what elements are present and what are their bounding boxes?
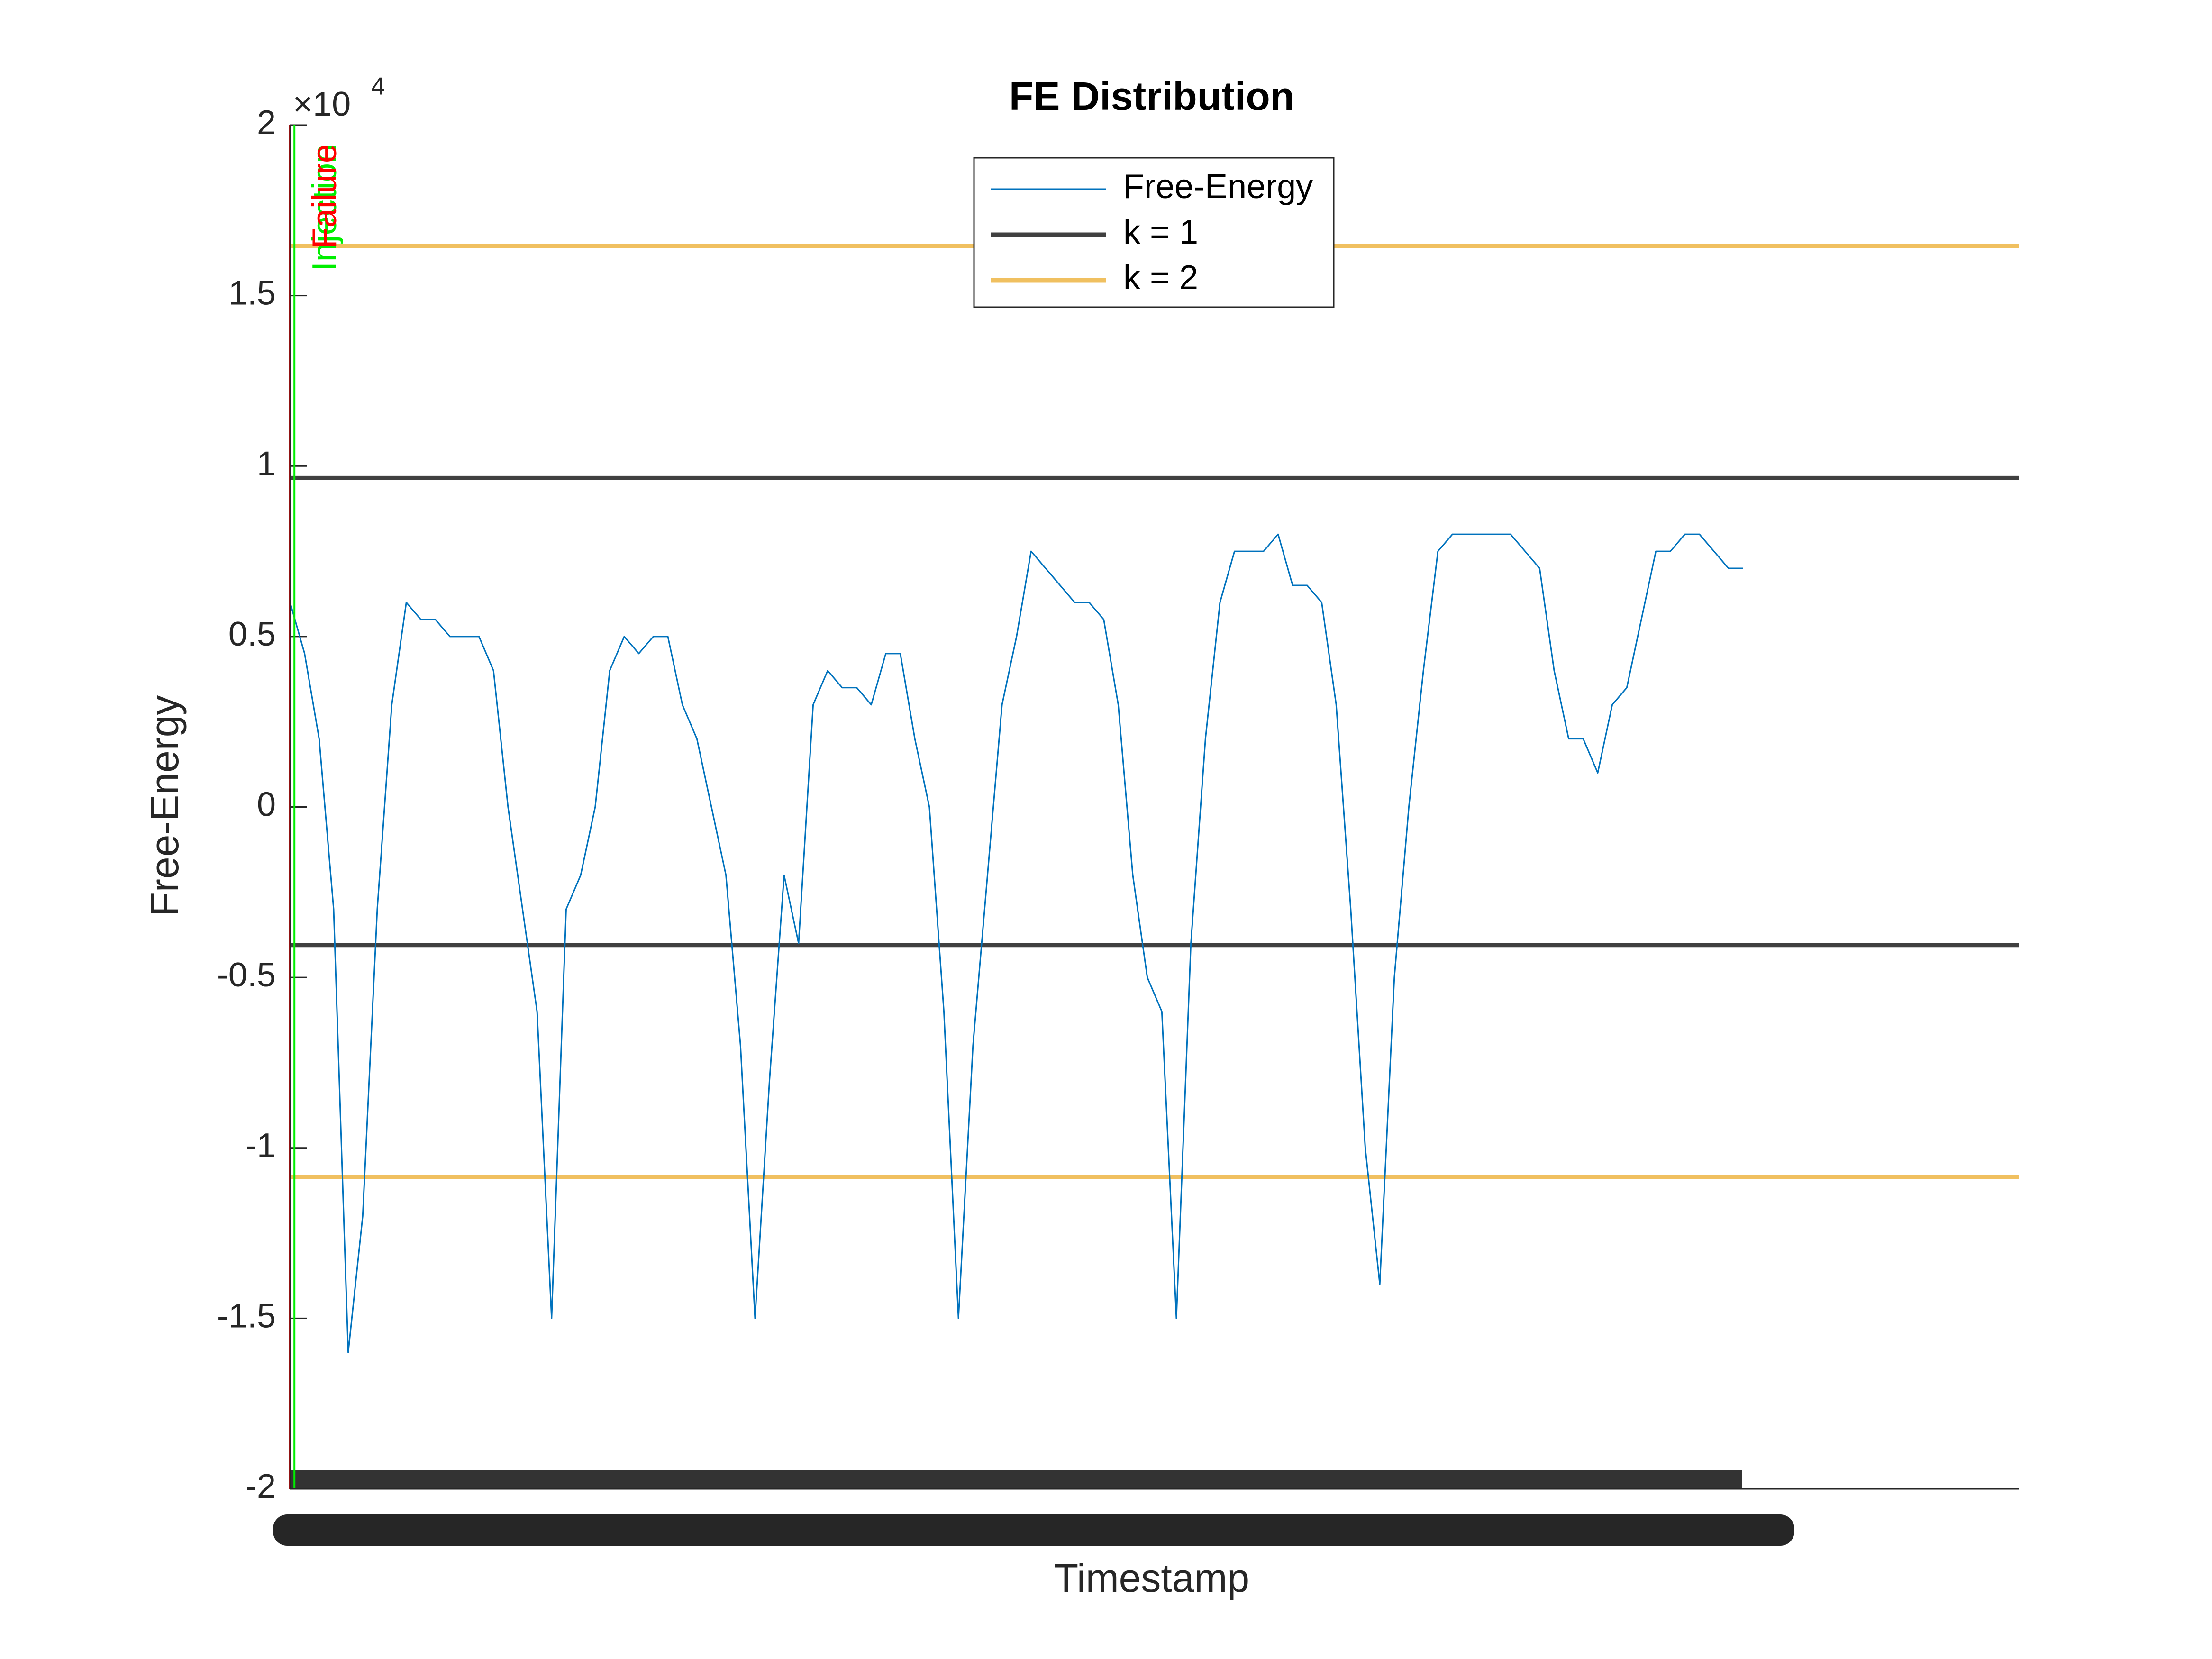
overlapping-x-tick-labels [273,1514,1794,1546]
y-tick-label: 0.5 [228,615,276,653]
y-tick-label: -2 [246,1468,276,1505]
y-tick-label: 1.5 [228,274,276,312]
y-exponent-power: 4 [371,73,385,100]
event-label: Injection [306,144,344,271]
data-line [289,533,1743,1353]
legend-label: Free-Energy [1123,168,1313,206]
event-label: Failure [306,144,344,248]
x-axis-label: Timestamp [1054,1556,1249,1600]
legend-label: k = 1 [1123,213,1198,251]
legend-label: k = 2 [1123,259,1198,297]
y-tick-label: -1.5 [217,1297,276,1335]
chart-title: FE Distribution [1009,74,1294,118]
y-tick-label: 1 [257,445,276,483]
y-tick-label: -1 [246,1127,276,1165]
overlapping-x-ticks [290,1470,1742,1489]
y-tick-label: 0 [257,786,276,824]
y-axis-label: Free-Energy [142,695,187,917]
y-exponent-base: ×10 [293,85,351,123]
y-tick-label: -0.5 [217,956,276,994]
y-tick-label: 2 [257,104,276,142]
